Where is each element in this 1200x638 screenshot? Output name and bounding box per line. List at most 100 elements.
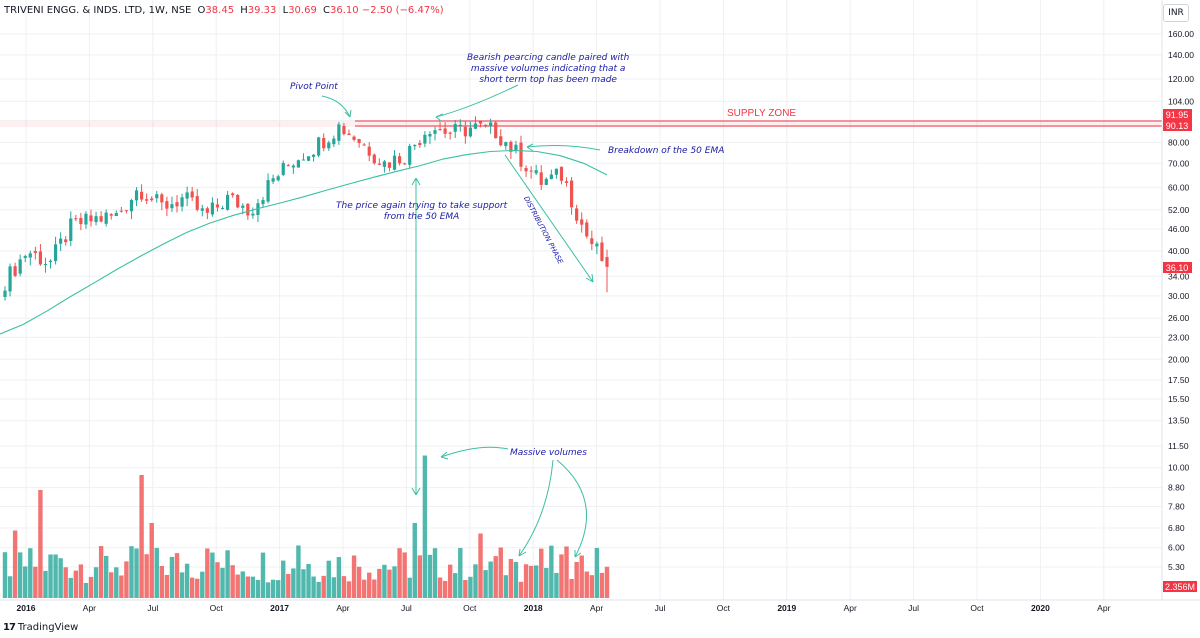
candle-body: [291, 165, 295, 168]
massive-volumes-annotation: Massive volumes: [510, 448, 587, 458]
time-tick-label: Jul: [655, 603, 666, 613]
candle-body: [33, 251, 37, 253]
volume-bar: [53, 554, 58, 598]
volumes-arrow-right-head: [574, 550, 582, 558]
volume-bar: [255, 579, 261, 598]
bearish-annotation-line-1: Bearish pearcing candle paired with: [467, 53, 630, 63]
candle-body: [514, 144, 518, 151]
volume-bar: [356, 566, 362, 598]
candle-body: [241, 205, 245, 208]
volume-bar: [468, 576, 473, 598]
last-price-label: 36.10: [1166, 263, 1189, 273]
volume-bar: [195, 578, 200, 598]
time-tick-label: Jul: [908, 603, 919, 613]
volume-bar: [498, 547, 503, 598]
price-tick-label: 6.00: [1168, 543, 1185, 553]
candle-body: [494, 122, 498, 139]
tradingview-branding[interactable]: 17 TradingView: [3, 622, 78, 633]
candle-body: [403, 163, 407, 165]
candle-body: [38, 251, 43, 265]
candle-body: [564, 181, 569, 183]
volume-bar: [488, 561, 493, 598]
volume-bar: [559, 554, 564, 598]
candle-body: [306, 156, 311, 161]
price-tick-label: 52.00: [1168, 205, 1190, 215]
candle-body: [347, 133, 351, 136]
price-tick-label: 140.00: [1168, 50, 1194, 60]
volume-bar: [387, 569, 392, 598]
candle-body: [48, 260, 53, 263]
candle-body: [463, 126, 467, 137]
volume-bar: [169, 556, 175, 598]
candle-body: [261, 200, 265, 205]
candlestick-series: [3, 116, 609, 301]
symbol-header[interactable]: TRIVENI ENGG. & INDS. LTD, 1W, NSE O38.4…: [4, 5, 444, 16]
candle-body: [600, 242, 604, 261]
price-tick-label: 23.00: [1168, 332, 1190, 342]
volume-bar: [109, 572, 114, 598]
volume-bar: [12, 530, 18, 598]
candle-body: [246, 203, 250, 216]
volume-bar: [508, 558, 514, 598]
price-tick-label: 20.00: [1168, 354, 1190, 364]
volume-bar: [341, 576, 347, 598]
last-volume-tag: [1163, 581, 1197, 592]
volume-bar: [473, 564, 478, 598]
candle-body: [423, 134, 427, 144]
volume-bar: [48, 554, 53, 598]
volume-bar: [513, 562, 519, 598]
volume-bar: [43, 570, 48, 598]
open-value: 38.45: [205, 5, 235, 16]
volume-bar: [336, 557, 342, 598]
time-tick-label: 2020: [1031, 603, 1050, 613]
time-tick-label: 2017: [270, 603, 289, 613]
volume-bar: [321, 575, 326, 598]
time-axis[interactable]: 2016 Apr Jul Oct 2017 Apr Jul Oct 2018 Apr Jul Oct 2…: [17, 603, 1111, 613]
time-tick-label: Oct: [717, 603, 731, 613]
volumes-arrow-left-head: [440, 451, 449, 460]
volume-bar: [493, 556, 498, 598]
candle-body: [160, 194, 164, 203]
volume-bar: [73, 570, 79, 598]
bearish-arrow-head: [435, 113, 444, 122]
volume-bar: [33, 566, 38, 598]
currency-button[interactable]: INR: [1163, 4, 1189, 22]
price-tick-label: 26.00: [1168, 313, 1190, 323]
supply-bottom-price-tag: [1163, 120, 1192, 131]
candle-body: [428, 133, 432, 137]
volume-bar: [483, 570, 488, 598]
volume-bar: [215, 562, 220, 598]
candle-body: [134, 190, 139, 201]
time-tick-label: 2016: [17, 603, 36, 613]
volumes-arrow-left: [440, 446, 509, 458]
candle-body: [433, 130, 437, 134]
volume-bar: [351, 555, 357, 598]
candle-body: [580, 219, 584, 225]
volume-bar: [184, 563, 190, 598]
price-tick-label: 60.00: [1168, 182, 1190, 192]
volume-bar: [422, 455, 428, 598]
candle-body: [362, 144, 366, 146]
candle-body: [559, 166, 564, 181]
candle-body: [180, 197, 184, 207]
volume-bar: [286, 573, 291, 598]
candle-body: [509, 141, 513, 152]
volume-bar: [564, 546, 569, 598]
price-tick-label: 13.50: [1168, 416, 1190, 426]
price-tick-label: 30.00: [1168, 291, 1190, 301]
price-tick-label: 80.00: [1168, 137, 1190, 147]
volume-bar: [78, 564, 84, 598]
volume-bar: [523, 564, 529, 598]
volume-bar: [533, 565, 539, 598]
volume-bar: [68, 577, 73, 598]
volume-bar: [412, 523, 417, 598]
candle-body: [478, 121, 483, 124]
change-value: −2.50 (−6.47%): [361, 5, 444, 16]
candle-body: [337, 124, 341, 141]
bearish-annotation-line-3: short term top has been made: [479, 75, 617, 85]
close-label: C: [323, 5, 330, 16]
time-tick-label: 2018: [524, 603, 543, 613]
volume-bar: [88, 576, 94, 598]
volume-bar: [17, 552, 23, 598]
